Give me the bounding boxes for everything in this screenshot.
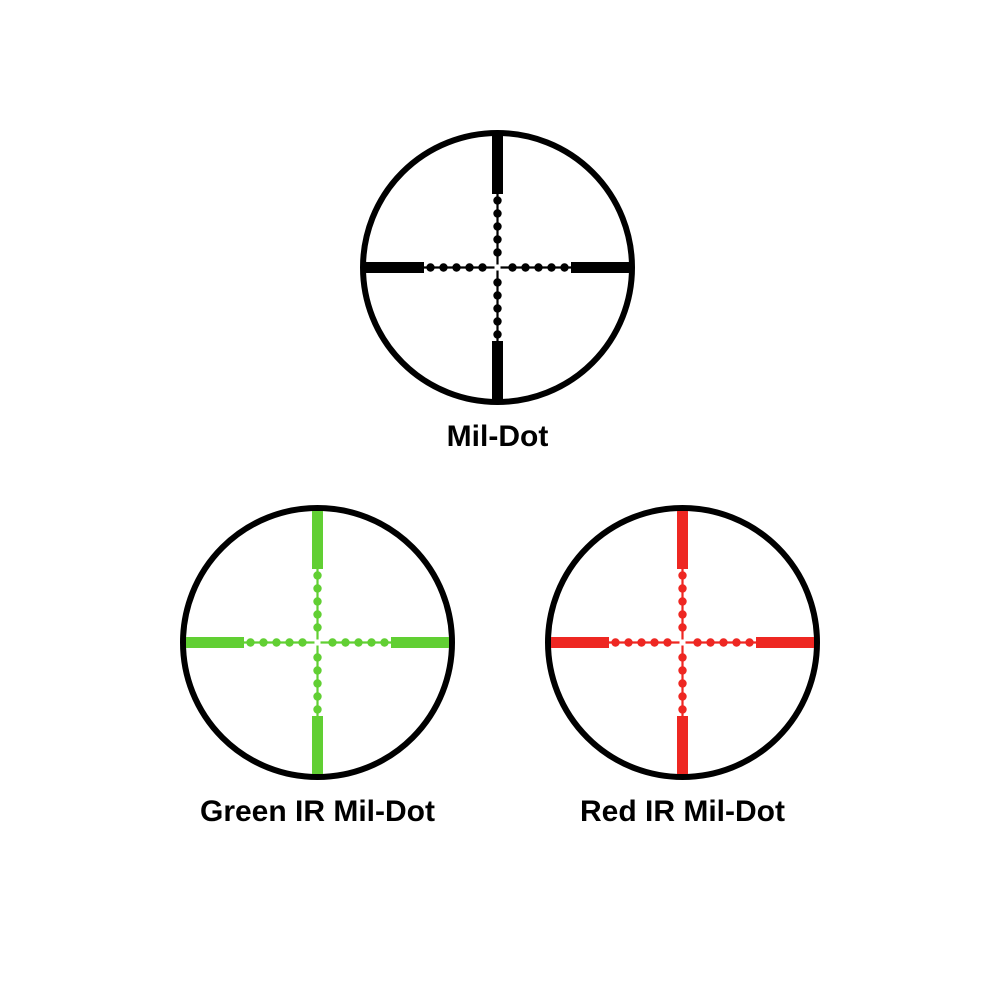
reticle-label: Red IR Mil-Dot <box>580 795 785 829</box>
reticle-svg-holder <box>360 130 635 410</box>
reticle-svg-holder <box>545 505 820 785</box>
reticle-svg-holder <box>180 505 455 785</box>
diagram-canvas: Mil-Dot Green IR Mil-Dot Red IR Mil-Dot <box>0 0 1000 1000</box>
reticle-mildot-red: Red IR Mil-Dot <box>545 505 820 829</box>
reticle-mildot-black: Mil-Dot <box>360 130 635 454</box>
reticle-label: Green IR Mil-Dot <box>200 795 435 829</box>
reticle-mildot-green: Green IR Mil-Dot <box>180 505 455 829</box>
reticle-label: Mil-Dot <box>447 420 549 454</box>
